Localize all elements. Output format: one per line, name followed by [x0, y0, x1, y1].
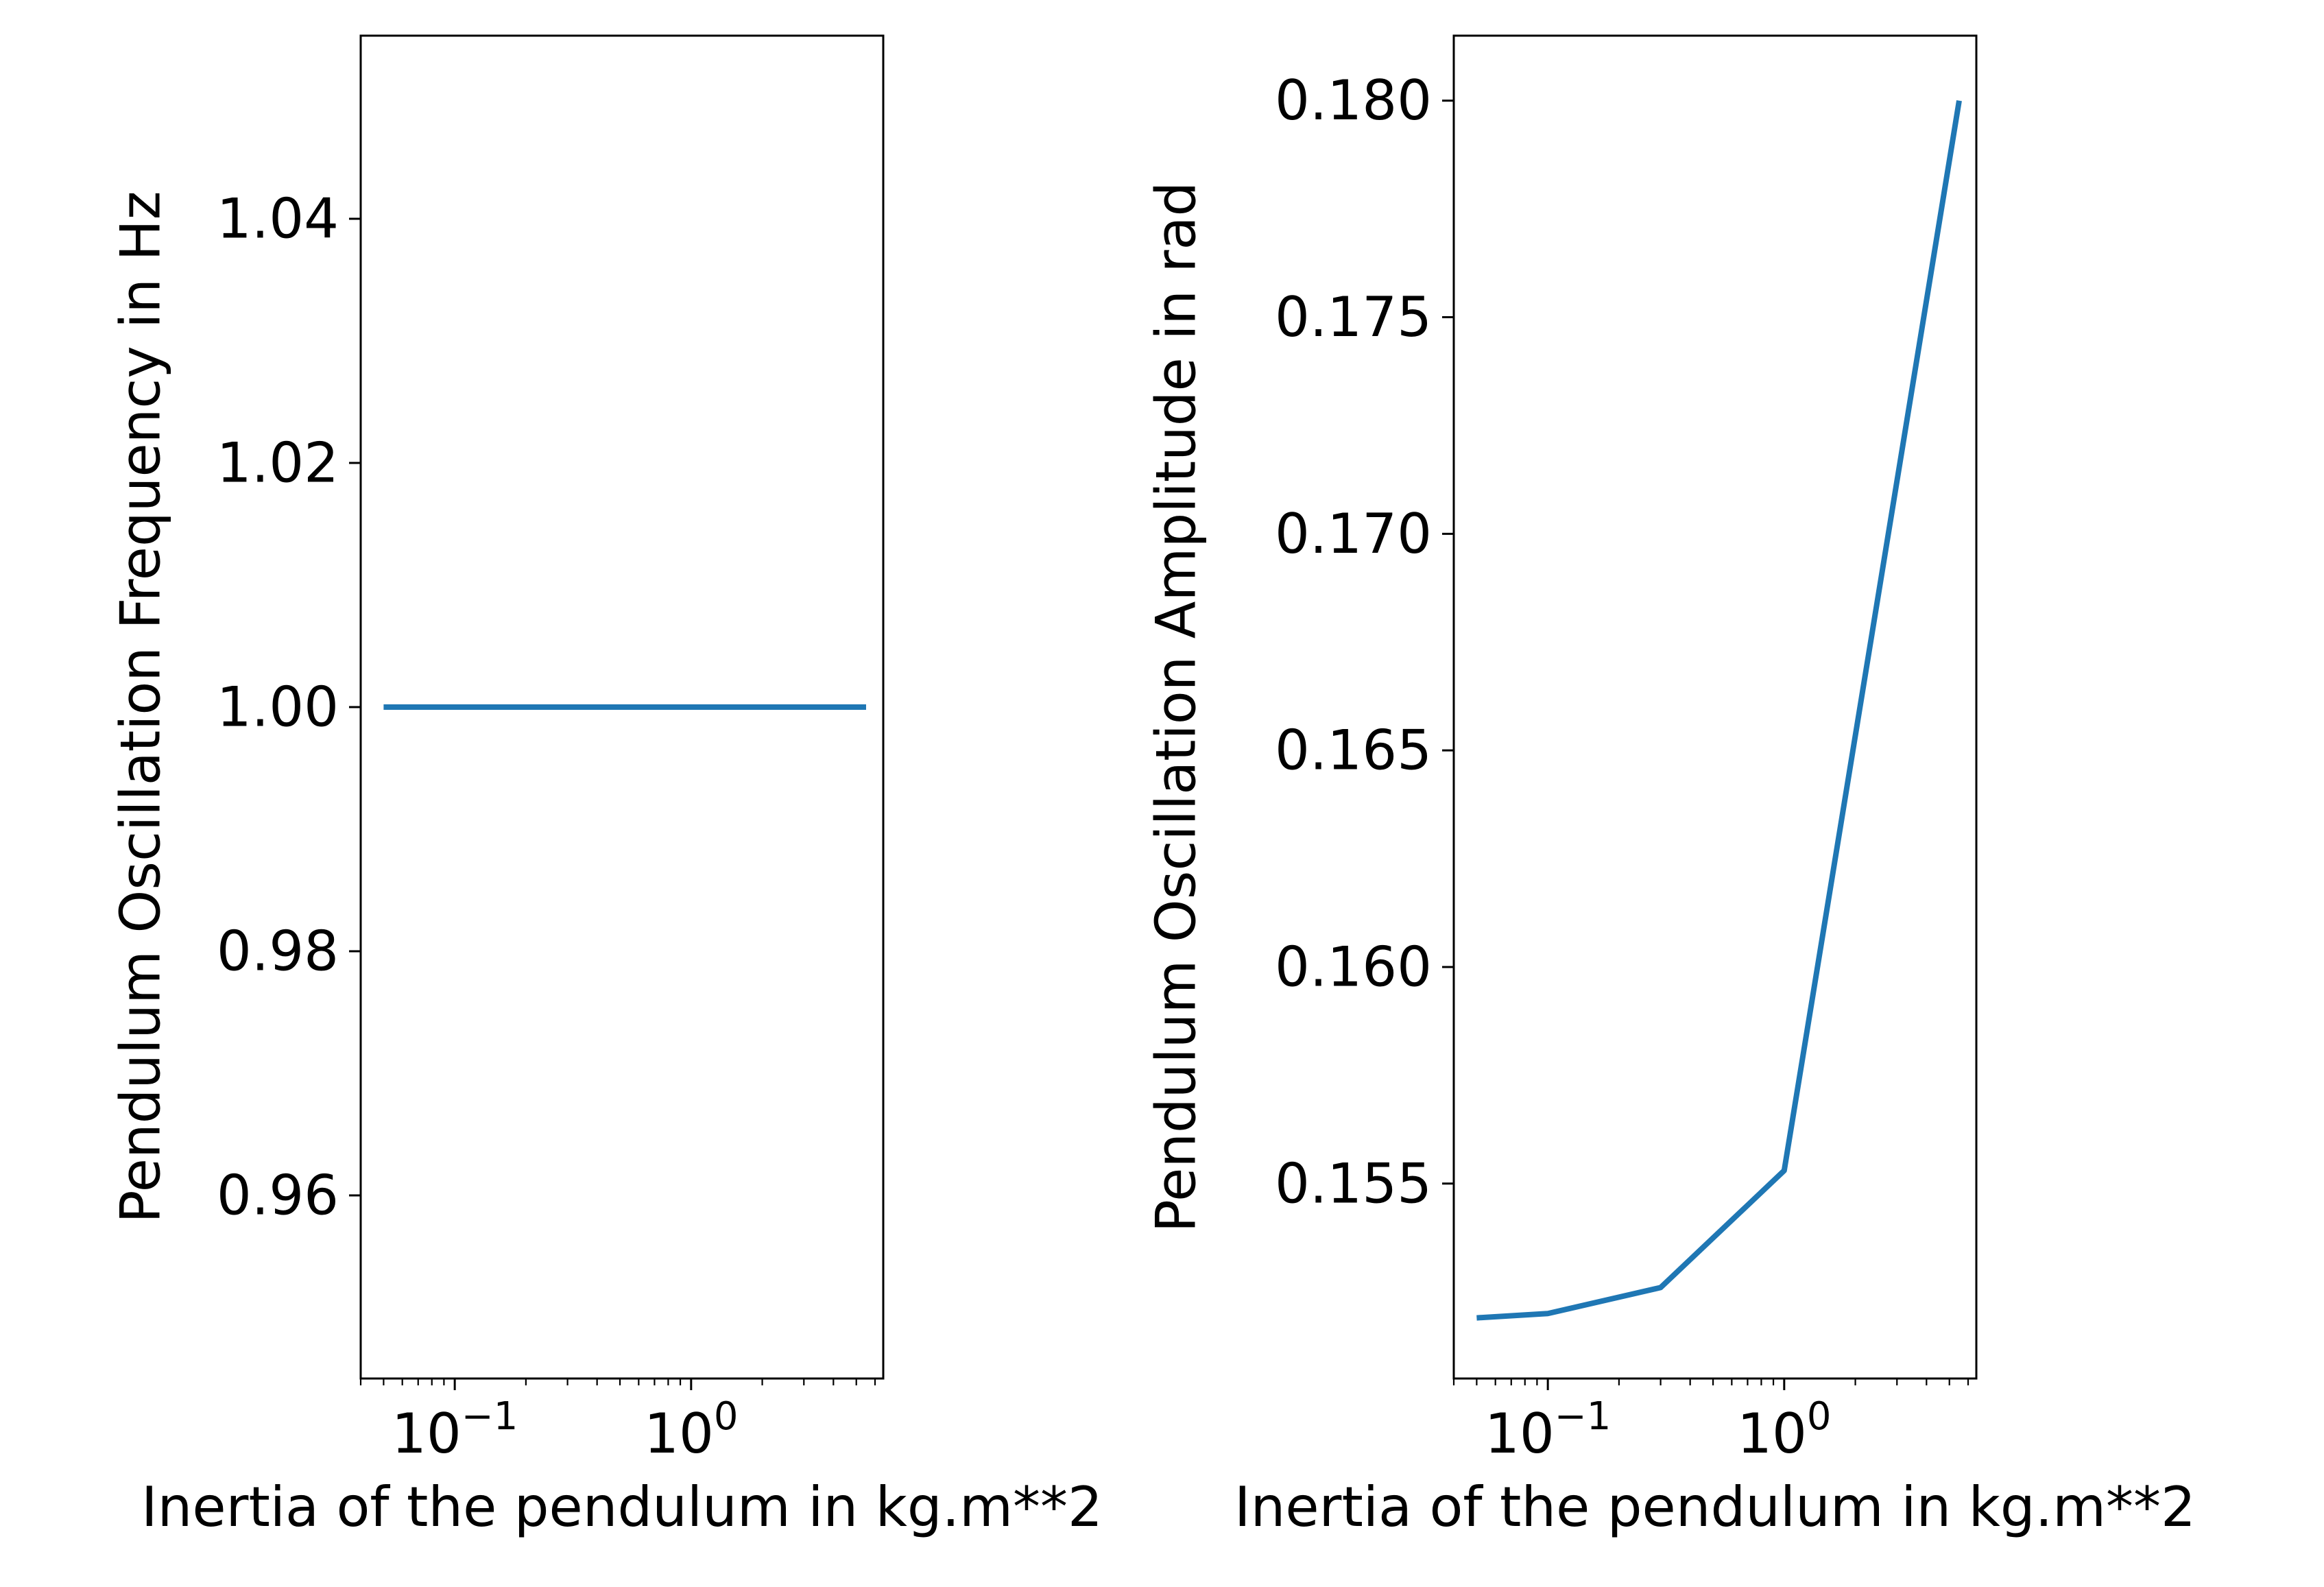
axes-frame [1452, 34, 1978, 1380]
y-tick-label: 0.96 [217, 1164, 339, 1228]
y-tick-label: 0.98 [217, 920, 339, 983]
frequency-chart: 0.96 0.98 1.00 1.02 1.04 10−1 100 Inertia of th… [109, 34, 1103, 1539]
x-axis-label: Inertia of the pendulum in kg.m**2 [141, 1475, 1103, 1539]
y-tick-label: 0.155 [1275, 1152, 1432, 1215]
y-tick-label: 0.175 [1275, 285, 1432, 349]
x-tick-label: 100 [644, 1394, 738, 1466]
y-tick-label: 0.165 [1275, 719, 1432, 783]
y-tick-label: 0.180 [1275, 69, 1432, 132]
x-tick-label: 10−1 [1485, 1394, 1611, 1466]
y-axis-label: Pendulum Oscillation Frequency in Hz [109, 191, 173, 1223]
y-tick-label: 1.00 [217, 676, 339, 739]
amplitude-chart: 0.155 0.160 0.165 0.170 0.175 0.180 10−1 100 Ine… [1145, 34, 2196, 1539]
x-tick-label: 100 [1737, 1394, 1831, 1466]
x-axis-label: Inertia of the pendulum in kg.m**2 [1234, 1475, 2196, 1539]
y-tick-label: 0.170 [1275, 502, 1432, 566]
y-tick-label: 1.04 [217, 187, 339, 251]
series-line-0 [1476, 100, 1962, 1321]
y-tick-label: 1.02 [217, 431, 339, 495]
y-tick-label: 0.160 [1275, 935, 1432, 999]
y-axis-label: Pendulum Oscillation Amplitude in rad [1145, 182, 1208, 1233]
x-tick-label: 10−1 [392, 1394, 518, 1466]
